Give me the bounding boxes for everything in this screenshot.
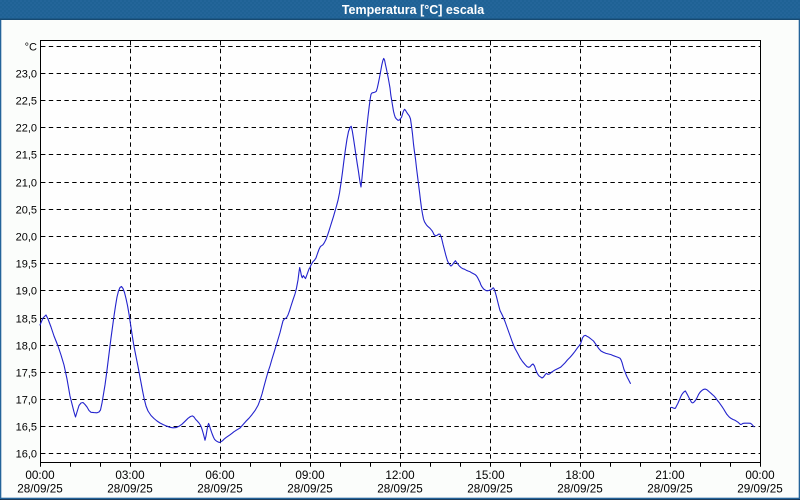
svg-text:28/09/25: 28/09/25 xyxy=(287,483,333,496)
svg-text:19,0: 19,0 xyxy=(16,285,37,297)
svg-text:Temperatura [°C] escala: Temperatura [°C] escala xyxy=(342,3,485,17)
svg-text:18,5: 18,5 xyxy=(16,313,37,325)
svg-text:18,0: 18,0 xyxy=(16,340,37,352)
svg-text:28/09/25: 28/09/25 xyxy=(557,483,603,496)
svg-text:16,0: 16,0 xyxy=(16,448,37,460)
svg-text:21,5: 21,5 xyxy=(16,149,37,161)
svg-text:21,0: 21,0 xyxy=(16,177,37,189)
svg-text:28/09/25: 28/09/25 xyxy=(17,483,63,496)
svg-text:20,0: 20,0 xyxy=(16,231,37,243)
svg-text:22,5: 22,5 xyxy=(16,95,37,107)
svg-text:06:00: 06:00 xyxy=(205,469,235,482)
svg-text:28/09/25: 28/09/25 xyxy=(647,483,693,496)
svg-text:00:00: 00:00 xyxy=(25,469,55,482)
svg-text:28/09/25: 28/09/25 xyxy=(197,483,243,496)
svg-text:21:00: 21:00 xyxy=(655,469,685,482)
svg-text:03:00: 03:00 xyxy=(115,469,145,482)
svg-text:29/09/25: 29/09/25 xyxy=(737,483,783,496)
svg-text:19,5: 19,5 xyxy=(16,258,37,270)
svg-text:17,5: 17,5 xyxy=(16,367,37,379)
svg-text:28/09/25: 28/09/25 xyxy=(107,483,153,496)
svg-text:°C: °C xyxy=(25,41,37,53)
svg-text:20,5: 20,5 xyxy=(16,204,37,216)
svg-text:15:00: 15:00 xyxy=(475,469,505,482)
svg-text:28/09/25: 28/09/25 xyxy=(377,483,423,496)
svg-text:18:00: 18:00 xyxy=(565,469,595,482)
svg-text:22,0: 22,0 xyxy=(16,122,37,134)
svg-text:09:00: 09:00 xyxy=(295,469,325,482)
svg-text:28/09/25: 28/09/25 xyxy=(467,483,513,496)
svg-text:12:00: 12:00 xyxy=(385,469,415,482)
svg-text:00:00: 00:00 xyxy=(745,469,775,482)
svg-text:23,0: 23,0 xyxy=(16,68,37,80)
svg-text:17,0: 17,0 xyxy=(16,394,37,406)
svg-text:16,5: 16,5 xyxy=(16,421,37,433)
